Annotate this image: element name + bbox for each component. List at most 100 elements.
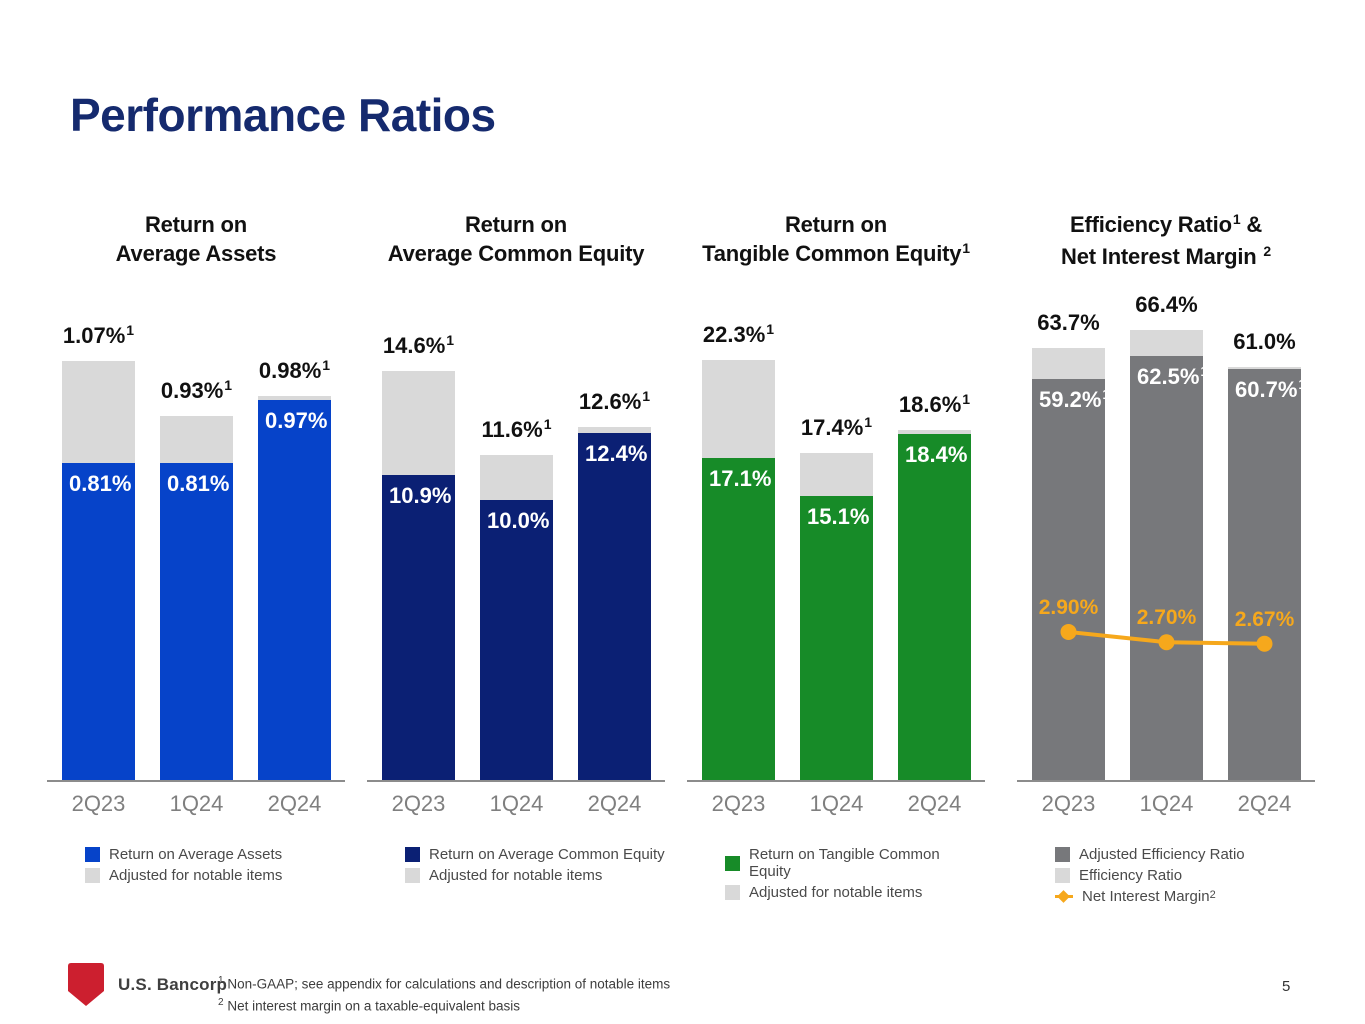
plot-area: 1.07%1 0.81% 2Q23 0.93%1 0.81% 1Q24 0.98%1 0.97… [47,321,345,816]
bar-base-segment [578,433,651,781]
bar-base-segment [898,434,971,781]
legend: Adjusted Efficiency Ratio Efficiency Rati… [1055,846,1245,909]
superscript: 1 [126,322,135,338]
x-axis-label: 2Q23 [71,791,126,816]
bar-top-label: 0.93%1 [160,377,233,403]
bar-base-segment [1130,356,1203,781]
bar-1q24 [480,455,553,781]
superscript: 1 [224,377,233,393]
bar-1q24 [800,453,873,781]
x-axis-label: 2Q23 [1041,791,1096,816]
superscript: 1 [766,321,775,337]
chart-title: Return on Average Common Equity [347,210,685,268]
superscript: 1 [642,388,651,404]
bar-top-label: 14.6%1 [382,332,455,358]
bar-inner-label: 18.4% [905,442,968,467]
bar-inner-label: 10.9% [389,483,452,508]
chart-title-line: Efficiency Ratio1 & [1069,211,1263,237]
x-axis-label: 1Q24 [809,791,864,816]
x-axis-label: 1Q24 [489,791,544,816]
bar-top-label: 22.3%1 [702,321,775,347]
bar-inner-label: 15.1% [807,504,870,529]
legend: Return on Average Assets Adjusted for not… [85,846,282,888]
chart-title-line: Return on [784,212,888,237]
legend-item: Adjusted for notable items [405,867,665,884]
chart-title-line: Average Assets [115,241,277,266]
logo-text: U.S. Bancorp [118,975,228,994]
x-axis-label: 2Q24 [907,791,962,816]
bar-2q23 [62,361,135,781]
chart-title: Return on Average Assets [27,210,365,268]
nim-point [1256,635,1273,652]
bar-top-label: 12.6%1 [578,388,651,414]
nim-legend-diamond [1057,890,1070,903]
superscript: 2 [1263,243,1271,259]
chart-title-line: Return on [144,212,248,237]
x-axis-label: 2Q24 [587,791,642,816]
superscript: 1 [543,416,552,432]
footnote: 2 Net interest margin on a taxable-equiv… [218,994,670,1016]
bar-top-label: 18.6%1 [898,391,971,417]
bar-inner-label: 17.1% [709,466,772,491]
legend-item: Net Interest Margin2 [1055,888,1245,905]
legend-swatch [725,855,740,871]
chart-title: Return on Tangible Common Equity1 [667,210,1005,271]
legend-item: Adjusted for notable items [725,884,985,901]
x-axis-line [47,780,345,782]
x-axis-label: 2Q24 [267,791,322,816]
x-axis-line [367,780,665,782]
x-axis-label: 2Q23 [391,791,446,816]
us-bancorp-logo: U.S. Bancorp [66,962,227,1008]
bar-top-label: 1.07%1 [62,322,135,348]
plot-area: 14.6%1 10.9% 2Q23 11.6%1 10.0% 1Q24 12.6%1 12.4… [367,321,665,816]
legend-swatch [725,885,740,900]
footnote-text: Non-GAAP; see appendix for calculations … [227,976,671,992]
legend-swatch [405,868,420,883]
bar-inner-label: 0.81% [167,471,230,496]
superscript: 1 [322,357,331,373]
nim-legend-marker-icon [1055,889,1073,904]
superscript: 1 [446,332,455,348]
x-axis-label: 2Q24 [1237,791,1292,816]
nim-line-chart [1060,623,1273,652]
chart-title-line: Return on [464,212,568,237]
nim-label: 2.70% [1136,606,1197,630]
bar-base-segment [800,496,873,781]
footnote-text: Net interest margin on a taxable-equival… [227,998,520,1014]
legend-label: Adjusted Efficiency Ratio [1079,846,1245,863]
legend-item: Return on Tangible Common Equity [725,846,985,880]
legend-swatch [1055,868,1070,883]
legend: Return on Average Common Equity Adjusted … [405,846,665,888]
bar-2q23 [702,360,775,781]
superscript: 1 [1232,211,1241,227]
bar-1q24 [160,416,233,781]
legend-label: Return on Tangible Common Equity [749,846,940,880]
bar-inner-label: 0.97% [265,408,328,433]
bar-base-segment [1032,379,1105,781]
page-title: Performance Ratios [70,89,496,141]
logo-shield-icon [68,963,104,1006]
bar-top-label: 61.0% [1233,329,1296,354]
bar-base-segment [160,463,233,781]
legend-label: Adjusted for notable items [429,867,603,884]
legend-item: Adjusted Efficiency Ratio [1055,846,1245,863]
bar-2q24 [1228,367,1301,781]
legend: Return on Tangible Common Equity Adjusted… [725,846,985,905]
bar-inner-label: 12.4% [585,441,648,466]
bar-2q23 [1032,348,1105,781]
bar-2q23 [382,371,455,781]
bar-2q24 [898,430,971,781]
superscript: 1 [962,240,970,256]
footnote-sup: 1 [218,975,224,986]
footnote: 1 Non-GAAP; see appendix for calculation… [218,972,670,994]
legend-label: Adjusted for notable items [749,884,923,901]
bar-inner-label: 62.5%1 [1137,363,1209,389]
superscript: 1 [1200,363,1209,379]
chart-title-line: Average Common Equity [387,241,645,266]
legend-item: Return on Average Assets [85,846,282,863]
bar-base-segment [382,475,455,781]
bar-top-label: 11.6%1 [481,416,552,442]
x-axis-label: 1Q24 [1139,791,1194,816]
legend-item: Adjusted for notable items [85,867,282,884]
